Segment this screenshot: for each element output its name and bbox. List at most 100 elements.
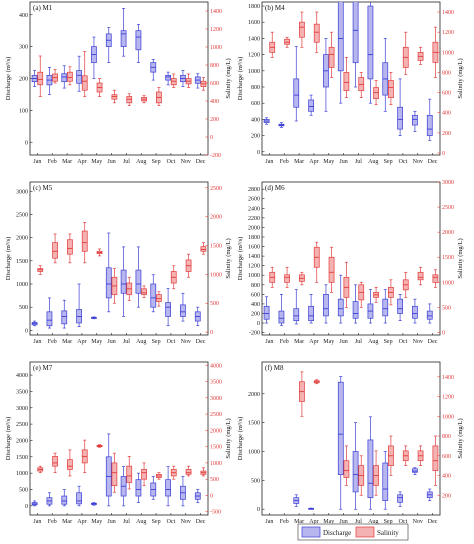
box xyxy=(412,468,418,473)
box xyxy=(397,298,403,314)
box xyxy=(352,2,359,64)
left-axis-label: Discharge (m³/s) xyxy=(5,237,12,281)
box xyxy=(352,451,359,493)
right-tick-label: 1000 xyxy=(442,414,454,420)
box xyxy=(81,230,88,252)
box xyxy=(343,72,350,91)
salinity-box xyxy=(388,279,394,306)
box xyxy=(367,5,374,80)
discharge-box xyxy=(61,65,68,89)
box xyxy=(284,274,290,283)
salinity-box xyxy=(373,80,379,106)
box xyxy=(358,77,365,91)
right-tick-label: 1000 xyxy=(210,45,222,51)
discharge-box xyxy=(352,2,359,88)
box xyxy=(337,298,344,317)
x-tick-label: Jul xyxy=(123,339,130,345)
salinity-box xyxy=(269,31,276,58)
left-tick-label: 1000 xyxy=(248,273,260,279)
discharge-box xyxy=(426,98,433,141)
right-tick-label: 1500 xyxy=(210,244,222,250)
panel-title: (a) M1 xyxy=(33,4,53,12)
box xyxy=(388,80,394,98)
salinity-box xyxy=(373,450,379,496)
right-axis-label: Salinity (mg/L) xyxy=(457,418,464,458)
left-tick-label: 200 xyxy=(19,77,28,83)
left-tick-label: 3000 xyxy=(16,406,28,412)
discharge-box xyxy=(120,466,127,507)
panel-title: (c) M5 xyxy=(33,184,53,192)
left-tick-label: 1500 xyxy=(16,455,28,461)
box xyxy=(278,310,285,324)
x-tick-label: Nov xyxy=(181,159,191,165)
salinity-box xyxy=(358,281,365,308)
x-tick-label: Dec xyxy=(428,519,438,525)
x-tick-label: Feb xyxy=(48,159,57,165)
x-tick-label: May xyxy=(91,339,102,345)
right-tick-label: 1200 xyxy=(442,30,454,36)
left-tick-label: 800 xyxy=(251,283,260,289)
discharge-box xyxy=(412,467,418,475)
left-tick-label: 0 xyxy=(257,507,260,513)
right-tick-label: 0 xyxy=(210,493,213,499)
discharge-box xyxy=(308,507,314,510)
x-tick-label: Mar xyxy=(62,519,72,525)
box xyxy=(170,78,177,86)
box xyxy=(141,469,147,480)
panel-4: (d) M6 -200 0 200 400 600 800 1000 1200 1400 1600 1… xyxy=(237,180,464,345)
box xyxy=(293,78,300,108)
salinity-box xyxy=(81,439,88,474)
x-tick-label: Sep xyxy=(384,519,393,525)
x-tick-label: Jun xyxy=(107,159,115,165)
salinity-box xyxy=(126,93,133,106)
x-tick-label: Jan xyxy=(265,159,273,165)
left-tick-label: 0 xyxy=(257,150,260,156)
salinity-box xyxy=(37,55,44,97)
salinity-box xyxy=(126,276,133,301)
left-tick-label: 1000 xyxy=(16,282,28,288)
left-tick-label: 0 xyxy=(25,328,28,334)
box xyxy=(165,479,171,497)
x-tick-label: May xyxy=(91,519,102,525)
x-tick-label: Nov xyxy=(413,519,423,525)
discharge-box xyxy=(105,27,112,63)
discharge-box xyxy=(120,246,127,317)
box xyxy=(328,256,335,283)
salinity-box xyxy=(52,452,58,474)
discharge-box xyxy=(367,289,374,324)
box-group xyxy=(31,8,207,106)
x-tick-label: Nov xyxy=(413,159,423,165)
box xyxy=(373,87,379,99)
left-tick-label: 1000 xyxy=(248,69,260,75)
salinity-box xyxy=(432,269,439,288)
discharge-box xyxy=(194,306,201,327)
right-tick-label: -500 xyxy=(210,510,221,516)
discharge-box xyxy=(105,232,112,313)
box-group xyxy=(31,222,207,329)
left-tick-label: -200 xyxy=(249,331,260,337)
salinity-box xyxy=(96,444,103,448)
x-tick-label: Mar xyxy=(294,519,304,525)
left-tick-label: 200 xyxy=(251,311,260,317)
salinity-box xyxy=(299,271,305,286)
discharge-box xyxy=(323,38,329,112)
right-tick-label: 2500 xyxy=(210,186,222,192)
x-tick-label: Jan xyxy=(265,339,273,345)
discharge-box xyxy=(31,320,38,327)
salinity-box xyxy=(111,268,118,304)
right-tick-label: 1200 xyxy=(442,395,454,401)
x-tick-label: Oct xyxy=(399,159,408,165)
discharge-box xyxy=(61,299,68,329)
salinity-box xyxy=(200,467,207,477)
discharge-box xyxy=(76,485,82,507)
left-tick-label: 2500 xyxy=(16,212,28,218)
panel-title: (b) M4 xyxy=(265,4,285,12)
box xyxy=(397,106,403,130)
discharge-box xyxy=(46,297,53,329)
x-tick-label: Aug xyxy=(368,339,378,345)
plot-frame xyxy=(261,361,441,516)
salinity-box xyxy=(126,456,133,490)
box xyxy=(156,294,162,302)
salinity-box xyxy=(37,465,44,474)
right-tick-label: 4000 xyxy=(210,363,222,369)
